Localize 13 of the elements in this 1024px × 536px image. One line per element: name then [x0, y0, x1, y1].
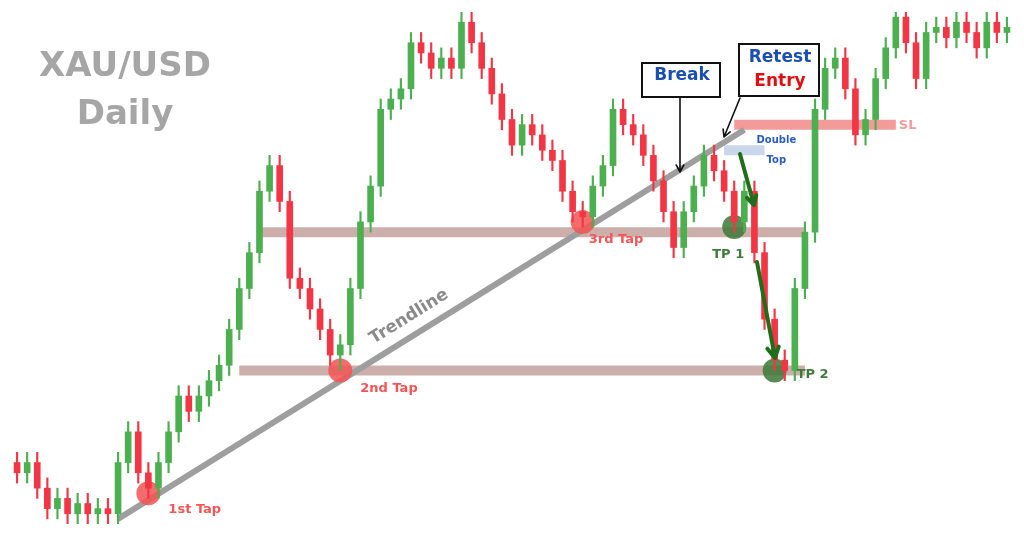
point — [328, 358, 353, 383]
annotation: Entry — [753, 70, 807, 90]
text: Daily — [76, 91, 174, 132]
series-label: SL — [898, 117, 917, 133]
annotation: Retest — [747, 46, 813, 66]
series-label: 1st Tap — [168, 500, 222, 516]
series-label: Double Top — [756, 133, 797, 165]
series-label: 2nd Tap — [360, 379, 418, 395]
text: XAU/USD — [39, 43, 211, 84]
series-label: 3rd Tap — [588, 231, 644, 247]
annotation: Break — [653, 64, 711, 84]
series-label: TP 2 — [796, 365, 829, 381]
series-label: TP 1 — [712, 246, 745, 262]
